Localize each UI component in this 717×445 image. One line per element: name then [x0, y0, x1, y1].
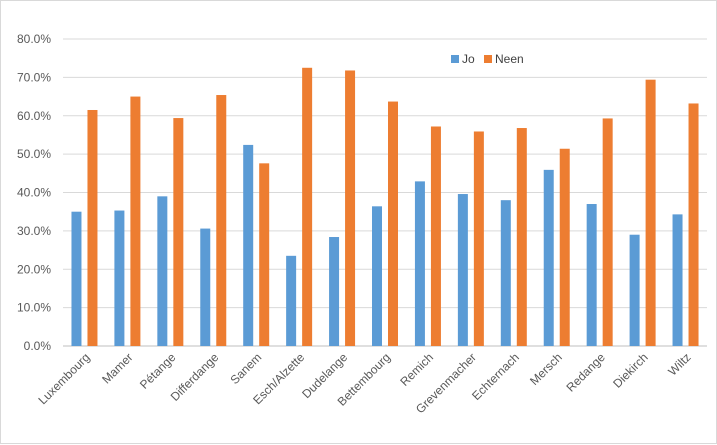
bar-jo	[200, 228, 211, 346]
bar-jo	[543, 169, 554, 346]
bar-jo	[243, 144, 254, 346]
x-tick-label: Sanem	[228, 350, 265, 387]
x-tick-label: Redange	[563, 350, 608, 395]
y-tick-label: 10.0%	[17, 301, 51, 315]
bar-jo	[586, 204, 597, 346]
y-tick-label: 30.0%	[17, 224, 51, 238]
bar-neen	[645, 79, 656, 347]
bar-jo	[71, 211, 82, 346]
x-tick-label: Diekirch	[610, 350, 651, 391]
x-tick-label: Mersch	[527, 350, 565, 388]
bar-neen	[559, 148, 570, 346]
legend: Jo Neen	[451, 52, 524, 66]
bar-jo	[114, 210, 125, 346]
bar-neen	[130, 96, 141, 346]
bar-neen	[345, 70, 356, 346]
bar-jo	[157, 196, 168, 346]
bar-jo	[329, 237, 340, 346]
bar-neen	[602, 118, 613, 346]
x-tick-label: Remich	[397, 350, 436, 389]
legend-label-jo: Jo	[462, 52, 475, 66]
gridlines	[63, 38, 707, 347]
bar-jo	[500, 200, 511, 346]
bar-neen	[259, 163, 270, 346]
bar-neen	[87, 109, 98, 347]
bar-jo	[372, 206, 382, 346]
y-axis-tick-labels: 0.0% 10.0% 20.0% 30.0% 40.0% 50.0% 60.0% 70.0% 8…	[17, 32, 51, 353]
bar-jo	[414, 181, 425, 346]
x-tick-label: Echternach	[469, 350, 522, 403]
x-tick-label: Mamer	[99, 350, 135, 386]
bar-neen	[688, 103, 699, 346]
bar-neen	[388, 101, 398, 347]
y-tick-label: 50.0%	[17, 147, 51, 161]
y-tick-label: 40.0%	[17, 186, 51, 200]
y-tick-label: 80.0%	[17, 32, 51, 46]
bar-jo	[672, 214, 683, 346]
x-tick-label: Luxembourg	[36, 350, 93, 407]
y-tick-label: 70.0%	[17, 70, 51, 84]
y-tick-label: 60.0%	[17, 109, 51, 123]
bars	[71, 67, 699, 347]
y-tick-label: 0.0%	[24, 339, 52, 353]
y-tick-label: 20.0%	[17, 262, 51, 276]
x-tick-label: Pétange	[137, 350, 179, 392]
bar-neen	[516, 128, 527, 346]
bar-jo	[286, 255, 297, 346]
legend-label-neen: Neen	[495, 52, 524, 66]
legend-swatch-neen	[484, 55, 492, 63]
bar-neen	[430, 126, 441, 347]
bar-neen	[302, 67, 313, 346]
legend-swatch-jo	[451, 55, 459, 63]
bar-neen	[216, 95, 227, 346]
bar-neen	[173, 118, 184, 347]
x-tick-label: Wiltz	[665, 350, 693, 378]
bar-neen	[473, 131, 484, 346]
bar-jo	[457, 194, 468, 346]
bar-jo	[629, 234, 640, 346]
